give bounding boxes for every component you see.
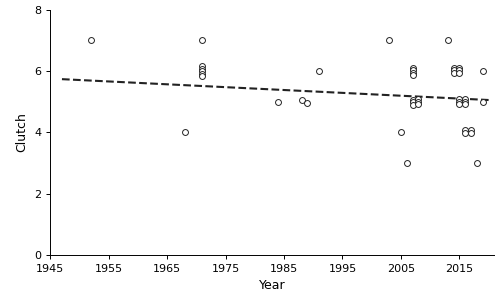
Point [408,103,416,107]
Point [408,68,416,73]
Y-axis label: Clutch: Clutch [16,112,28,152]
Point [414,102,422,106]
Point [304,100,312,105]
Point [408,100,416,105]
Point [198,69,206,74]
Point [473,161,481,165]
Point [315,69,323,73]
Point [461,97,469,102]
Point [403,161,411,165]
Point [298,98,306,103]
Point [456,102,464,106]
Point [414,99,422,104]
Point [467,131,475,135]
Point [456,68,464,73]
Point [456,99,464,104]
Point [467,128,475,133]
Point [180,130,188,135]
Point [385,38,393,43]
Point [456,66,464,70]
Point [408,98,416,103]
Point [198,66,206,71]
Point [479,69,487,73]
Point [87,38,95,43]
Point [456,97,464,102]
Point [450,66,458,70]
Point [198,38,206,43]
Point [198,74,206,78]
Point [408,73,416,77]
Point [461,99,469,104]
Point [408,70,416,75]
Point [198,64,206,69]
Point [274,99,282,104]
Point [408,66,416,70]
Point [479,99,487,104]
Point [456,70,464,75]
Point [198,71,206,76]
Point [450,70,458,75]
Point [461,128,469,133]
Point [397,130,405,135]
Point [450,68,458,73]
Point [461,102,469,106]
Point [414,97,422,102]
X-axis label: Year: Year [259,280,285,292]
Point [444,38,452,43]
Point [461,131,469,135]
